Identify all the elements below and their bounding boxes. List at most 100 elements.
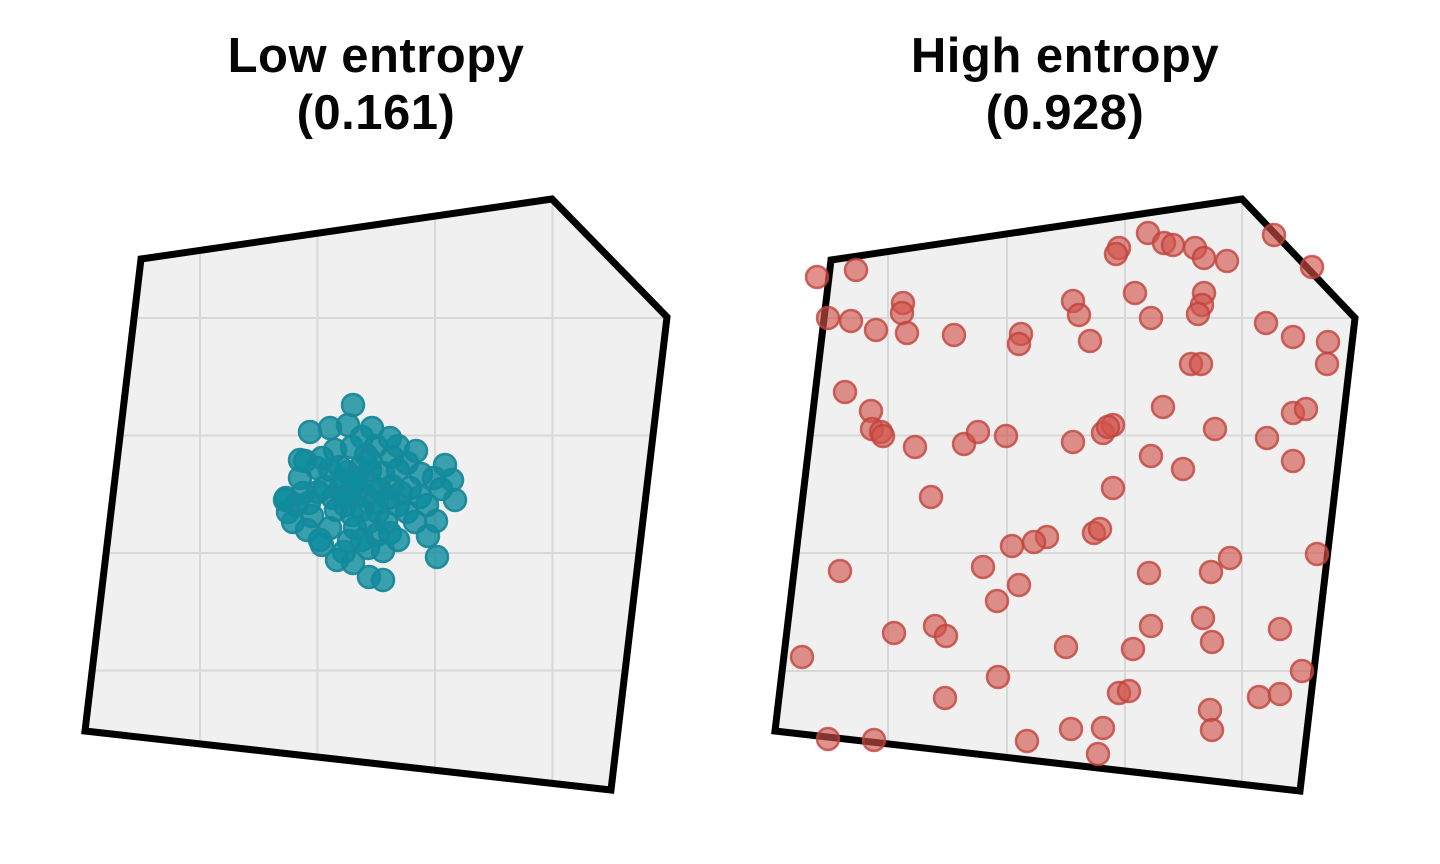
data-point <box>1060 429 1086 455</box>
data-point <box>340 392 366 418</box>
data-point <box>918 484 944 510</box>
data-point <box>335 412 361 438</box>
data-point <box>370 538 396 564</box>
left-panel-title: Low entropy (0.161) <box>66 28 686 142</box>
data-point <box>932 685 958 711</box>
data-point <box>297 419 323 445</box>
data-point <box>1293 396 1319 422</box>
data-point <box>804 264 830 290</box>
data-point <box>415 523 441 549</box>
data-point <box>1138 443 1164 469</box>
data-point <box>1014 728 1040 754</box>
data-point <box>1136 560 1162 586</box>
data-point <box>307 527 333 553</box>
data-point <box>789 644 815 670</box>
data-point <box>1197 697 1223 723</box>
data-point <box>1021 529 1047 555</box>
data-point <box>985 664 1011 690</box>
data-point <box>1150 394 1176 420</box>
data-point <box>870 423 896 449</box>
data-point <box>327 454 353 480</box>
data-point <box>838 308 864 334</box>
data-point <box>1170 456 1196 482</box>
data-point <box>832 379 858 405</box>
data-point <box>993 423 1019 449</box>
data-point <box>1087 516 1113 542</box>
data-point <box>1289 658 1315 684</box>
data-point <box>1198 559 1224 585</box>
data-point <box>1190 605 1216 631</box>
data-point <box>280 509 306 535</box>
data-point <box>1261 222 1287 248</box>
data-point <box>843 257 869 283</box>
data-point <box>889 300 915 326</box>
data-point <box>1077 328 1103 354</box>
data-point <box>1058 716 1084 742</box>
data-point <box>933 623 959 649</box>
data-point <box>424 544 450 570</box>
data-point <box>1138 613 1164 639</box>
high-entropy-panel-points <box>789 220 1341 767</box>
data-point <box>984 588 1010 614</box>
low-entropy-panel-region-outline <box>81 195 671 794</box>
data-point <box>1116 678 1142 704</box>
data-point <box>863 317 889 343</box>
data-point <box>1314 351 1340 377</box>
data-point <box>815 726 841 752</box>
right-panel-title: High entropy (0.928) <box>755 28 1375 142</box>
data-point <box>1066 302 1092 328</box>
data-point <box>1267 681 1293 707</box>
left-panel-entropy-value: (0.161) <box>296 85 456 140</box>
data-point <box>999 533 1025 559</box>
data-point <box>1202 416 1228 442</box>
data-point <box>432 452 458 478</box>
data-point <box>1120 636 1146 662</box>
data-point <box>287 447 313 473</box>
data-point <box>827 558 853 584</box>
data-point <box>1214 248 1240 274</box>
data-point <box>894 320 920 346</box>
data-point <box>1199 629 1225 655</box>
data-point <box>272 487 298 513</box>
data-point <box>1254 425 1280 451</box>
data-point <box>1304 541 1330 567</box>
data-point <box>1160 232 1186 258</box>
data-point <box>1280 324 1306 350</box>
data-point <box>902 434 928 460</box>
data-point <box>324 547 350 573</box>
data-point <box>1199 717 1225 743</box>
right-panel-title-text: High entropy <box>910 29 1220 83</box>
data-point <box>1138 305 1164 331</box>
data-point <box>1053 634 1079 660</box>
data-point <box>941 322 967 348</box>
data-point <box>1315 329 1341 355</box>
data-point <box>965 419 991 445</box>
data-point <box>403 438 429 464</box>
data-point <box>1246 684 1272 710</box>
data-point <box>359 415 385 441</box>
data-point <box>332 484 358 510</box>
data-point <box>1100 475 1126 501</box>
data-point <box>970 554 996 580</box>
data-point <box>1185 301 1211 327</box>
data-point <box>1006 572 1032 598</box>
data-point <box>1006 331 1032 357</box>
data-point <box>815 305 841 331</box>
data-point <box>1085 741 1111 767</box>
data-point <box>1253 310 1279 336</box>
data-point <box>881 620 907 646</box>
right-panel-entropy-value: (0.928) <box>985 85 1145 140</box>
data-point <box>1299 254 1325 280</box>
data-point <box>1280 448 1306 474</box>
data-point <box>1103 241 1129 267</box>
data-point <box>1217 545 1243 571</box>
data-point <box>1267 616 1293 642</box>
left-panel-title-text: Low entropy <box>227 29 525 83</box>
data-point <box>1090 715 1116 741</box>
data-point <box>1191 245 1217 271</box>
data-point <box>370 567 396 593</box>
data-point <box>1122 280 1148 306</box>
data-point <box>357 447 383 473</box>
